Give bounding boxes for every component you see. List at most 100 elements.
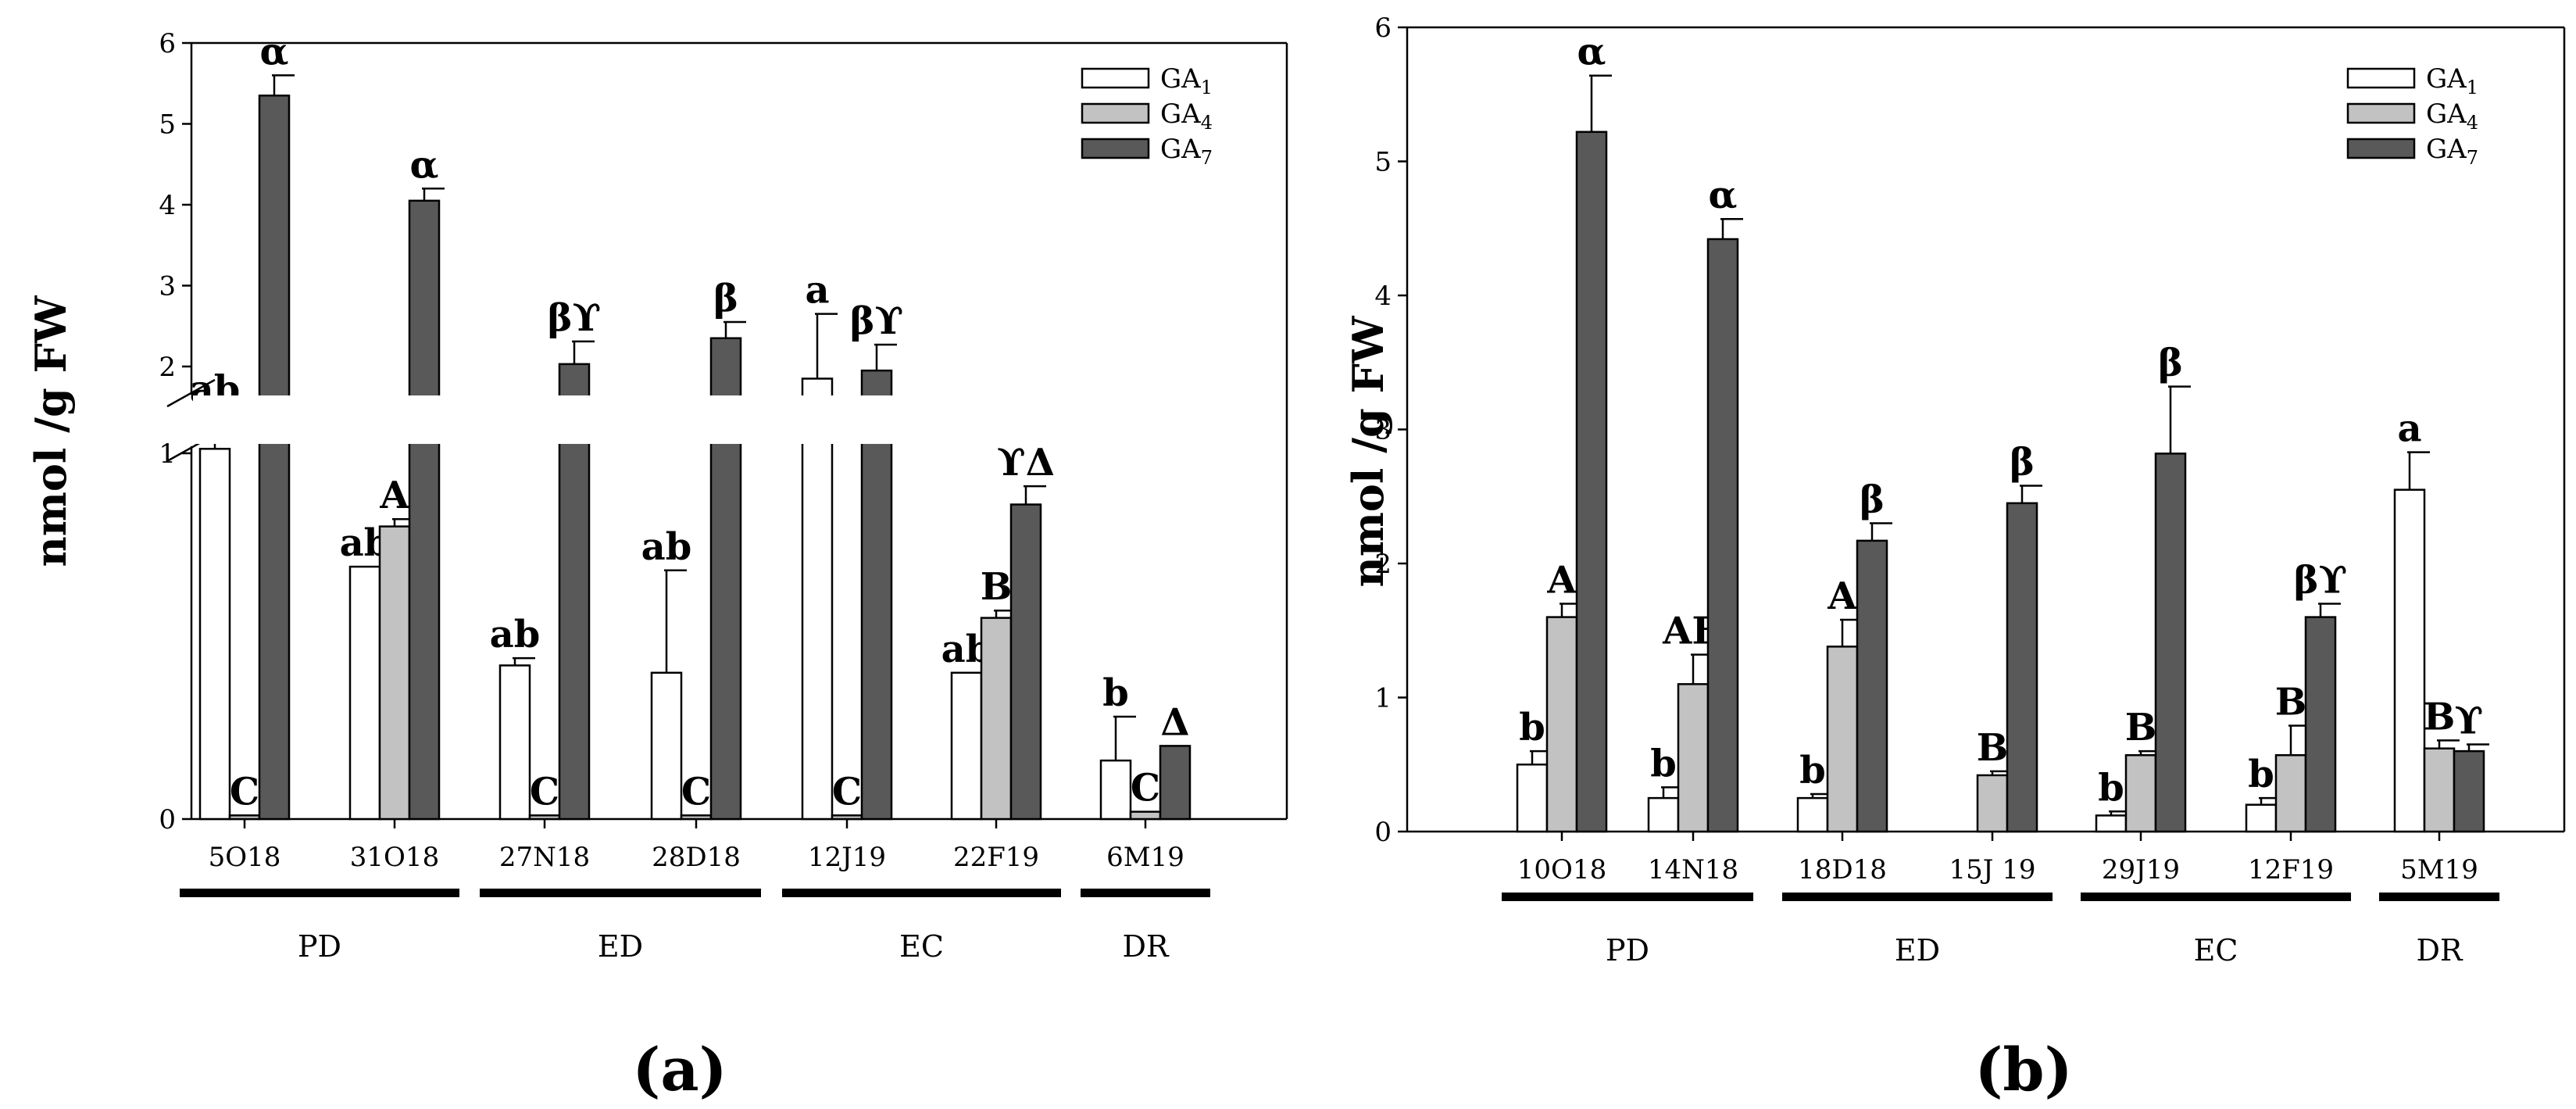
- b-y-axis-label: nmol /g FW: [1343, 315, 1393, 587]
- b-sig-label-ga1: b: [2248, 753, 2274, 796]
- b-y-tick-label: 5: [1374, 147, 1392, 178]
- b-sig-label-ga4: B: [2125, 706, 2157, 749]
- a-sig-label-ga4: C: [681, 770, 711, 814]
- a-group-label: ED: [598, 929, 643, 964]
- a-sig-label-ga4: C: [1131, 767, 1160, 810]
- b-group-label: EC: [2194, 933, 2238, 968]
- b-bar-ga7: [1706, 238, 1739, 833]
- a-bar-ga1: [650, 671, 683, 821]
- b-sig-label-ga1: b: [1519, 706, 1545, 749]
- b-group-bar: [2379, 893, 2499, 901]
- a-x-tick-label: 27N18: [499, 842, 590, 873]
- a-sig-label-ga1: b: [1102, 671, 1129, 715]
- b-sig-label-ga7: β: [2158, 342, 2183, 385]
- a-bar-ga4: [831, 814, 863, 821]
- a-sig-label-ga4: C: [832, 770, 862, 814]
- b-sig-label-ga7: α: [1577, 30, 1606, 74]
- b-bar-ga1: [2095, 814, 2128, 833]
- b-group-label: DR: [2416, 933, 2463, 968]
- a-group-bar: [782, 889, 1061, 897]
- a-break-band: [193, 395, 1285, 444]
- b-panel-label: (b): [1974, 1035, 2072, 1104]
- a-legend-entry-ga1: GA1: [1160, 63, 1213, 98]
- a-panel-label: (a): [632, 1035, 727, 1104]
- a-bar-ga7: [258, 95, 291, 821]
- a-group-bar: [480, 889, 761, 897]
- b-legend-swatch-ga1: [2346, 67, 2416, 89]
- a-sig-label-ga7: βϒ: [850, 299, 904, 343]
- b-bar-ga1: [2393, 488, 2426, 833]
- b-bar-ga1: [2245, 803, 2278, 833]
- b-bar-ga1: [1796, 796, 1829, 833]
- a-sig-label-ga4: C: [230, 770, 259, 814]
- a-legend-entry-ga4: GA4: [1160, 98, 1213, 134]
- b-bar-ga4: [1677, 683, 1710, 833]
- a-sig-label-ga1: ab: [490, 613, 541, 656]
- a-x-tick-label: 12J19: [808, 842, 886, 873]
- b-legend-entry-ga4: GA4: [2426, 98, 2478, 134]
- a-y-tick-label: 1: [159, 438, 176, 470]
- b-x-tick-label: 18D18: [1798, 854, 1887, 885]
- a-sig-label-ga7: βϒ: [548, 296, 602, 340]
- b-bar-ga7: [2453, 749, 2485, 833]
- b-y-tick-label: 4: [1374, 281, 1392, 312]
- a-y-axis-label: nmol /g FW: [26, 295, 76, 567]
- b-sig-label-ga4: B: [2424, 695, 2456, 739]
- b-legend-entry-ga1: GA1: [2426, 63, 2478, 98]
- a-sig-label-ga4: B: [981, 565, 1013, 609]
- a-y-tick-label: 6: [159, 28, 176, 59]
- a-sig-label-ga4: A: [379, 474, 409, 517]
- b-bar-ga7: [2154, 453, 2187, 833]
- a-bar-ga4: [1129, 810, 1162, 821]
- a-legend-entry-ga7: GA7: [1160, 134, 1213, 169]
- a-sig-label-ga7: ϒΔ: [997, 441, 1055, 485]
- b-bar-ga4: [1545, 616, 1578, 833]
- a-sig-label-ga1: a: [805, 269, 829, 313]
- a-bar-ga4: [378, 525, 411, 821]
- a-sig-label-ga1: ab: [641, 525, 692, 569]
- b-legend-swatch-ga4: [2346, 102, 2416, 124]
- b-x-tick-label: 15J 19: [1949, 854, 2036, 885]
- b-sig-label-ga1: b: [2098, 766, 2124, 810]
- b-y-tick-label: 2: [1374, 549, 1392, 580]
- b-bar-ga7: [1856, 539, 1888, 833]
- a-bar-ga1: [498, 664, 531, 821]
- b-group-bar: [1502, 893, 1753, 901]
- b-sig-label-ga1: b: [1650, 742, 1677, 785]
- b-bar-ga4: [1976, 774, 2009, 833]
- a-bar-ga1: [198, 448, 231, 821]
- a-legend-swatch-ga7: [1081, 138, 1150, 159]
- b-group-bar: [2081, 893, 2351, 901]
- a-sig-label-ga7: α: [260, 30, 289, 73]
- a-bar-ga1: [801, 377, 834, 821]
- a-axis-break-mark-upper: [166, 378, 216, 408]
- b-sig-label-ga1: a: [2397, 407, 2421, 451]
- b-x-tick-label: 10O18: [1517, 854, 1606, 885]
- a-x-tick-label: 31O18: [350, 842, 439, 873]
- b-sig-label-ga4: B: [2275, 681, 2307, 724]
- a-y-tick-label: 4: [159, 190, 176, 221]
- b-bar-ga4: [2423, 747, 2456, 833]
- a-y-tick-label: 3: [159, 270, 176, 302]
- a-x-tick-label: 5O18: [209, 842, 281, 873]
- b-x-tick-label: 5M19: [2400, 854, 2478, 885]
- b-sig-label-ga1: b: [1799, 749, 1826, 792]
- a-y-tick-label: 5: [159, 109, 176, 140]
- a-legend-swatch-ga4: [1081, 102, 1150, 124]
- a-bar-ga4: [980, 617, 1013, 821]
- b-bar-ga7: [2304, 616, 2337, 833]
- b-bar-ga1: [1647, 796, 1680, 833]
- b-bar-ga4: [1826, 646, 1859, 833]
- a-x-tick-label: 22F19: [953, 842, 1039, 873]
- b-y-tick-label: 3: [1374, 415, 1392, 446]
- b-group-label: ED: [1895, 933, 1940, 968]
- a-bar-ga4: [680, 814, 713, 821]
- a-bar-ga1: [1099, 759, 1132, 821]
- b-sig-label-ga4: A: [1827, 574, 1857, 618]
- a-x-tick-label: 6M19: [1106, 842, 1184, 873]
- a-bar-ga1: [348, 565, 381, 821]
- b-group-label: PD: [1606, 933, 1649, 968]
